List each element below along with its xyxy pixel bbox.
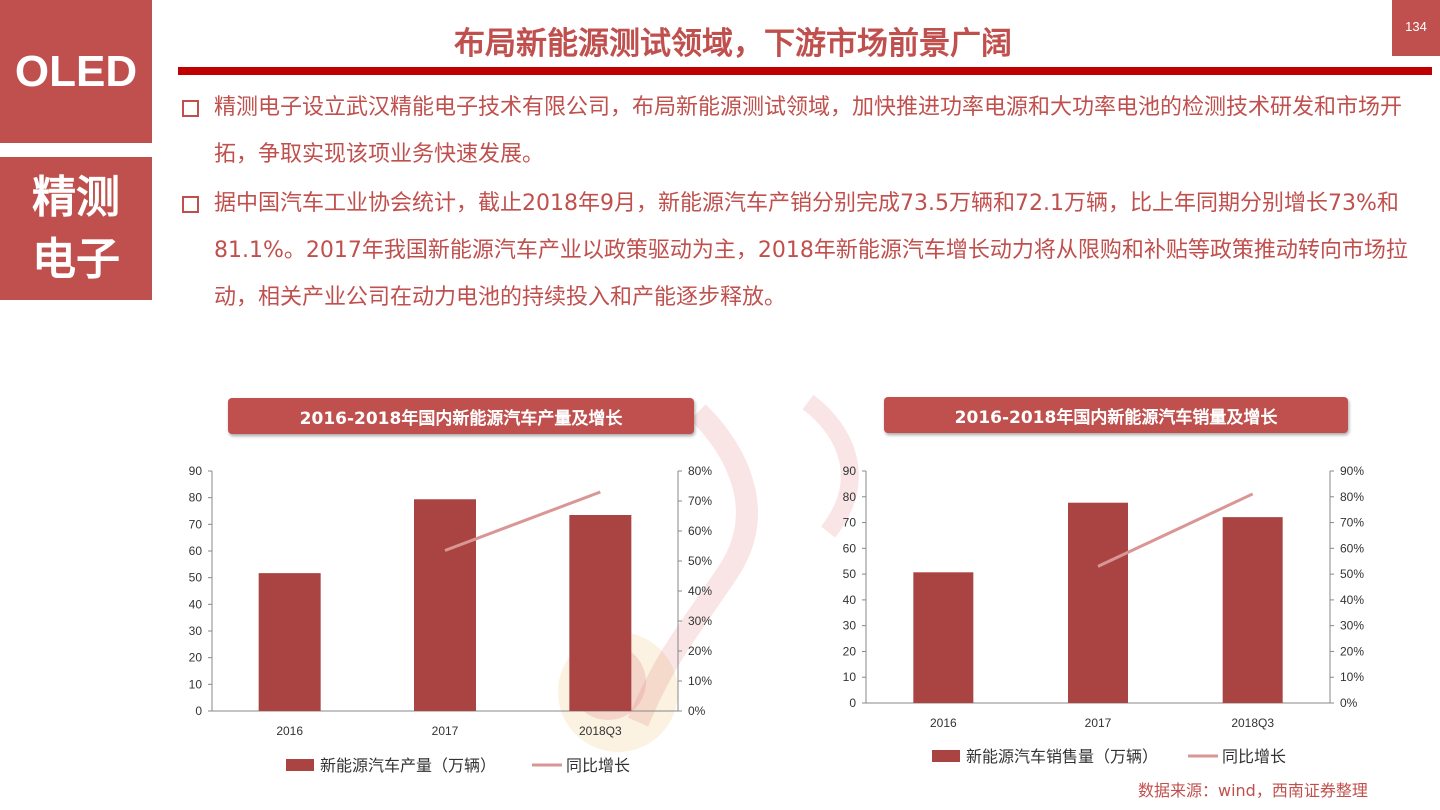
y2-tick-label: 0% [1340, 696, 1358, 710]
sidebar-company-line2: 电子 [32, 233, 120, 285]
y-tick-label: 0 [195, 704, 202, 718]
bar [414, 499, 476, 711]
legend-bar-label: 新能源汽车产量（万辆） [320, 756, 496, 775]
y-tick-label: 70 [189, 517, 203, 531]
y2-tick-label: 90% [1340, 464, 1364, 478]
bullet-item: 精测电子设立武汉精能电子技术有限公司，布局新能源测试领域，加快推进功率电源和大功… [182, 84, 1434, 178]
y-tick-label: 10 [843, 670, 857, 684]
y-tick-label: 10 [189, 677, 203, 691]
sidebar-company-label: 精测 电子 [0, 157, 152, 300]
legend-line-label: 同比增长 [566, 756, 630, 775]
y2-tick-label: 10% [1340, 670, 1364, 684]
y-tick-label: 30 [843, 619, 857, 633]
y2-tick-label: 80% [1340, 490, 1364, 504]
bar [569, 515, 632, 711]
y-tick-label: 40 [843, 593, 857, 607]
y2-tick-label: 60% [688, 524, 712, 538]
y2-tick-label: 80% [688, 464, 712, 478]
x-tick-label: 2017 [432, 724, 459, 738]
legend-line-label: 同比增长 [1222, 747, 1286, 766]
chart-title-production: 2016-2018年国内新能源汽车产量及增长 [228, 398, 694, 434]
y2-tick-label: 60% [1340, 541, 1364, 555]
growth-line [444, 490, 601, 552]
y2-tick-label: 0% [688, 704, 706, 718]
y-tick-label: 30 [189, 624, 203, 638]
x-tick-label: 2016 [276, 724, 303, 738]
y2-tick-label: 20% [1340, 644, 1364, 658]
y-tick-label: 80 [843, 490, 857, 504]
growth-line [1097, 492, 1254, 568]
y-tick-label: 80 [189, 491, 203, 505]
title-divider [178, 67, 1432, 75]
y2-tick-label: 70% [1340, 516, 1364, 530]
x-tick-label: 2016 [930, 716, 957, 730]
legend-bar-label: 新能源汽车销售量（万辆） [966, 747, 1158, 766]
y2-tick-label: 20% [688, 644, 712, 658]
bullet-item: 据中国汽车工业协会统计，截止2018年9月，新能源汽车产销分别完成73.5万辆和… [182, 180, 1434, 321]
y2-tick-label: 30% [688, 614, 712, 628]
x-tick-label: 2017 [1085, 716, 1112, 730]
y-tick-label: 90 [189, 464, 203, 478]
y-tick-label: 40 [189, 597, 203, 611]
x-tick-label: 2018Q3 [1231, 716, 1274, 730]
bar [258, 573, 321, 711]
y-tick-label: 20 [189, 651, 203, 665]
y-tick-label: 90 [843, 464, 857, 478]
y2-tick-label: 50% [1340, 567, 1364, 581]
x-tick-label: 2018Q3 [579, 724, 622, 738]
y-tick-label: 70 [843, 516, 857, 530]
y-tick-label: 0 [849, 696, 856, 710]
y2-tick-label: 10% [688, 674, 712, 688]
legend-bar-swatch [932, 750, 960, 762]
chart-title-sales: 2016-2018年国内新能源汽车销量及增长 [884, 397, 1348, 433]
sidebar-oled-label: OLED [0, 0, 152, 143]
bar [913, 572, 974, 703]
y2-tick-label: 50% [688, 554, 712, 568]
y-tick-label: 20 [843, 644, 857, 658]
source-note: 数据来源：wind，西南证券整理 [1138, 781, 1368, 800]
slide-title: 布局新能源测试领域，下游市场前景广阔 [454, 26, 1012, 62]
legend-bar-swatch [286, 759, 314, 771]
sidebar-company-line1: 精测 [32, 171, 120, 223]
hollow-square-icon [182, 100, 199, 117]
bullet-text: 据中国汽车工业协会统计，截止2018年9月，新能源汽车产销分别完成73.5万辆和… [214, 191, 1408, 310]
y-tick-label: 60 [843, 541, 857, 555]
bar [1222, 517, 1283, 703]
y-tick-label: 50 [843, 567, 857, 581]
bar [1068, 502, 1128, 703]
sidebar-top-text: OLED [14, 46, 138, 96]
y-tick-label: 60 [189, 544, 203, 558]
page-number: 134 [1392, 0, 1440, 56]
y-tick-label: 50 [189, 571, 203, 585]
y2-tick-label: 30% [1340, 619, 1364, 633]
y2-tick-label: 40% [1340, 593, 1364, 607]
y2-tick-label: 40% [688, 584, 712, 598]
y2-tick-label: 70% [688, 494, 712, 508]
bullet-text: 精测电子设立武汉精能电子技术有限公司，布局新能源测试领域，加快推进功率电源和大功… [214, 95, 1403, 167]
hollow-square-icon [182, 196, 199, 213]
